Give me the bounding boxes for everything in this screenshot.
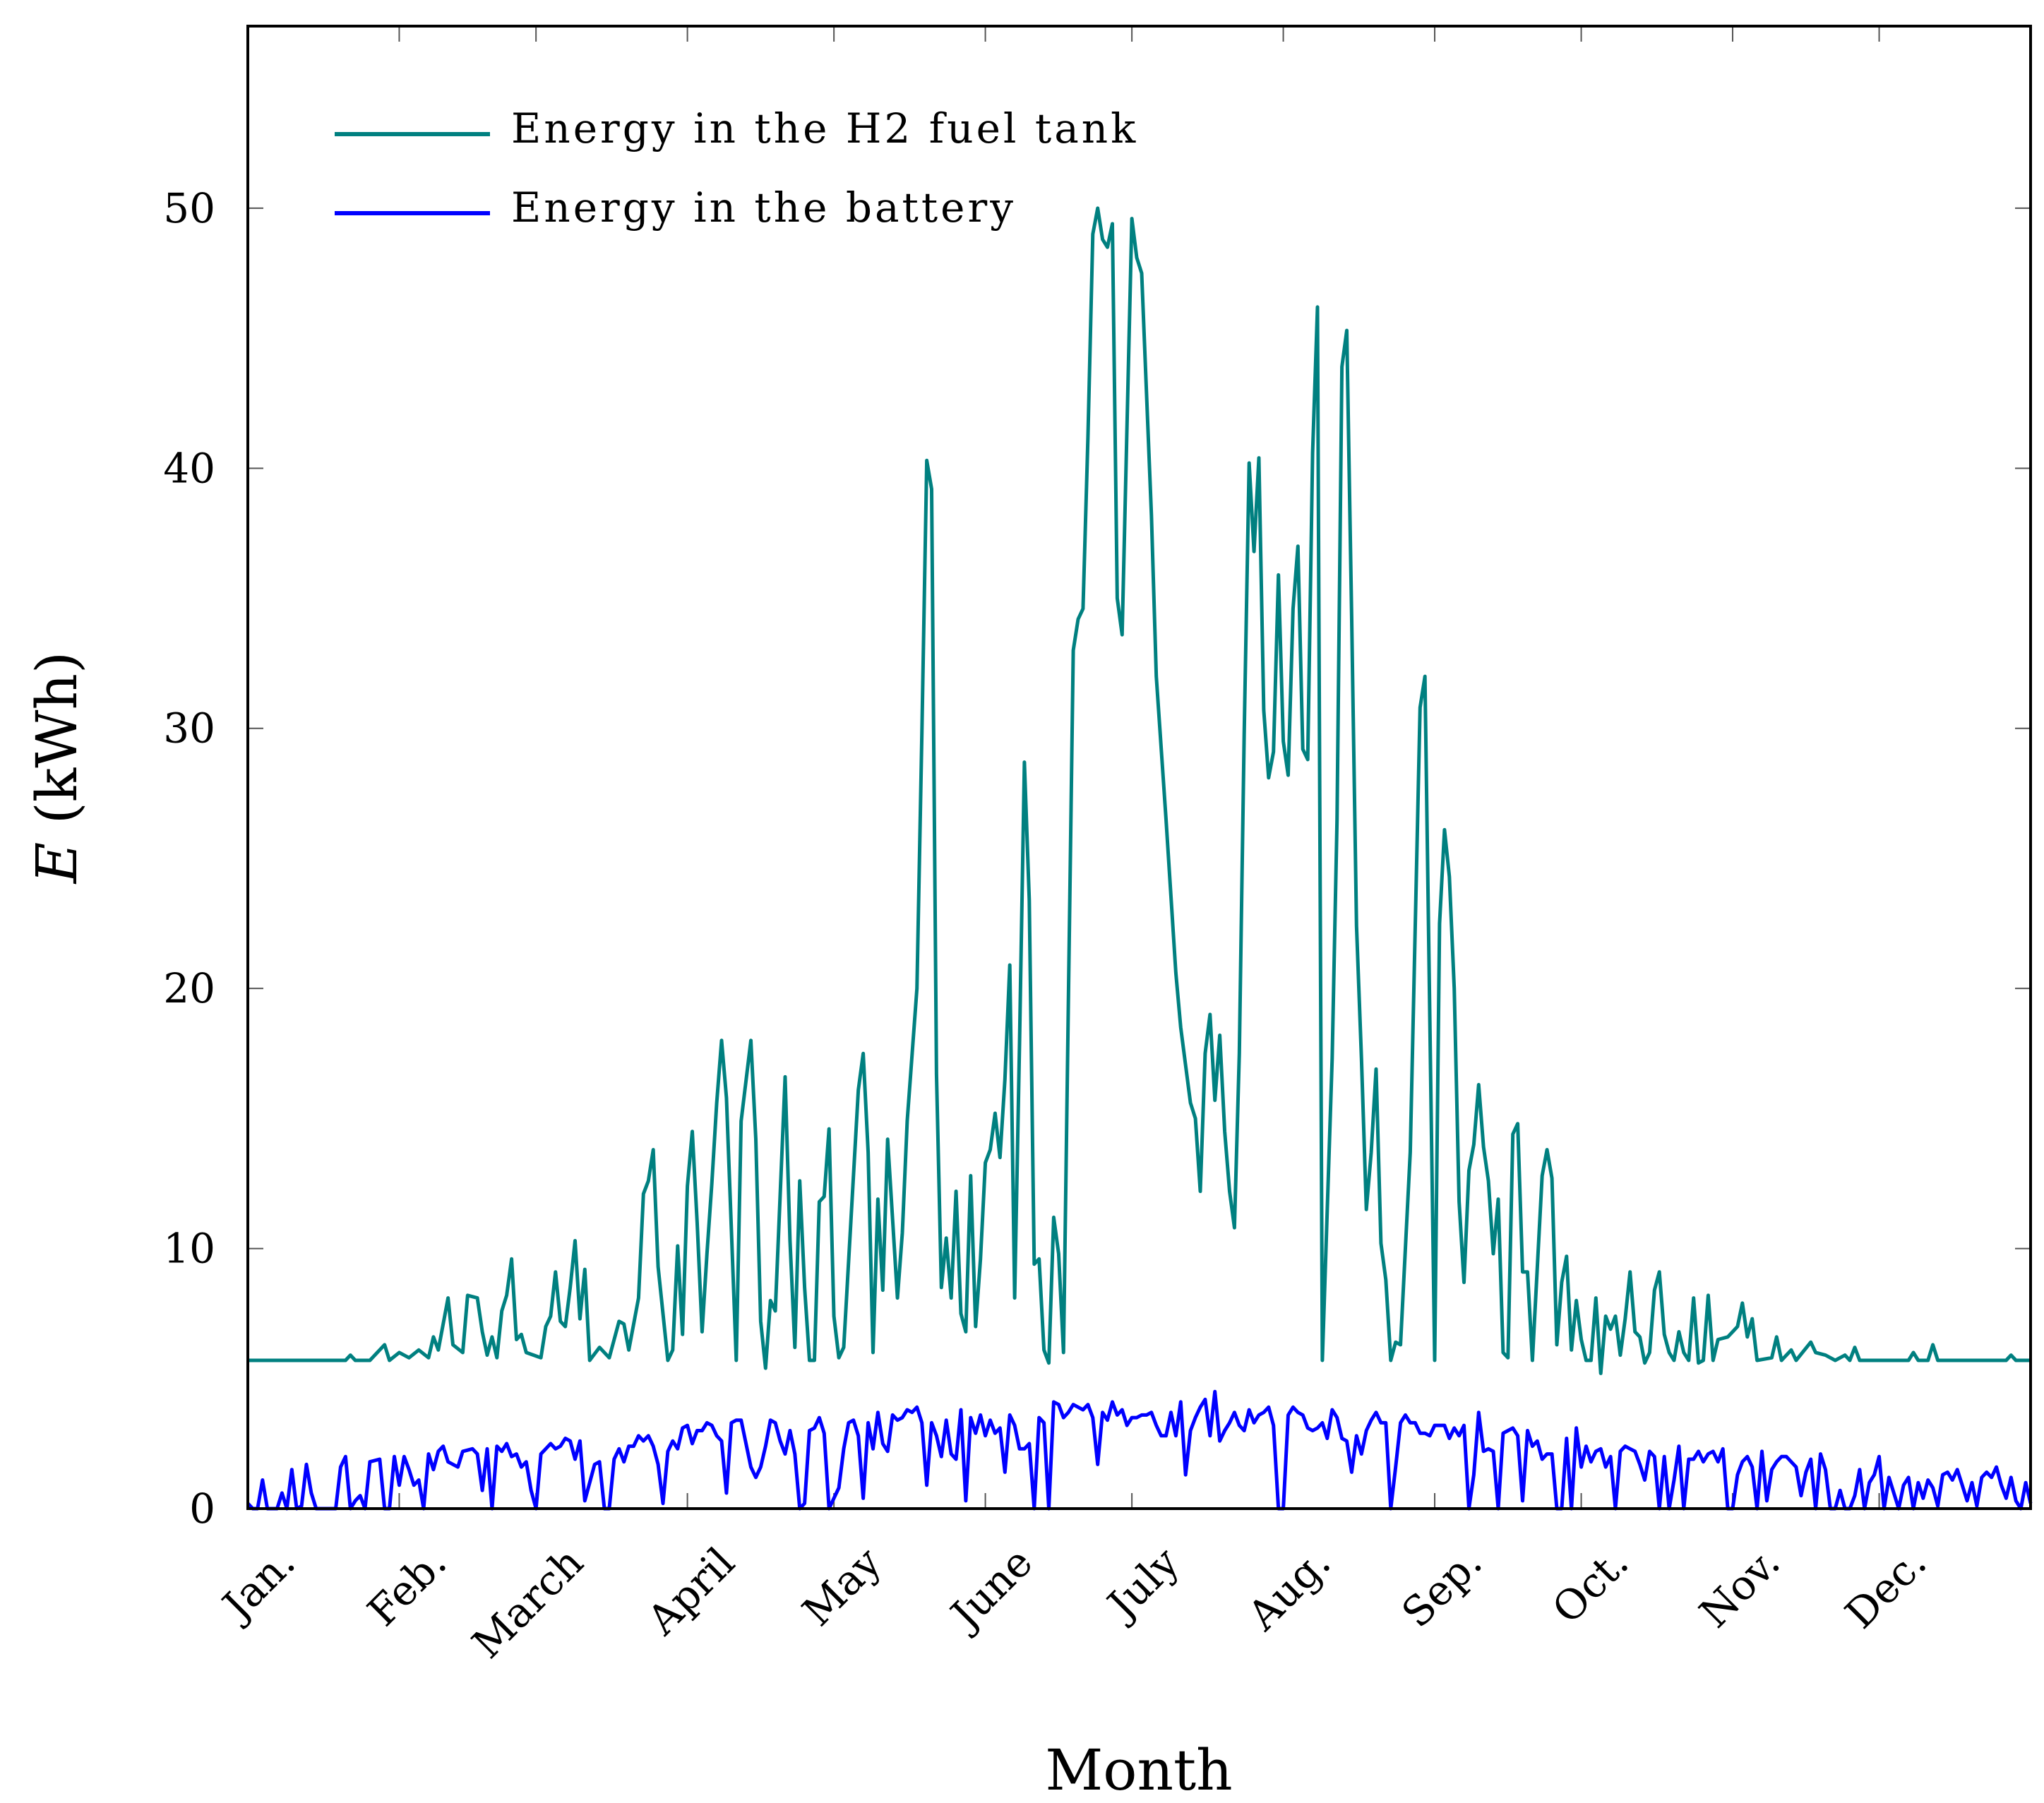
y-tick-label-40: 40 [163, 444, 215, 492]
series-line-energy-in-the-h2-fuel-tank [248, 206, 2031, 1375]
series-line-energy-in-the-battery [246, 1389, 2033, 1511]
y-tick-label-10: 10 [163, 1225, 215, 1273]
y-tick-label-30: 30 [163, 705, 215, 753]
y-axis-label: E (kWh) [24, 652, 90, 885]
legend-label-h2-tank: Energy in the H2 fuel tank [511, 104, 1138, 152]
plot-frame [246, 25, 2032, 1510]
legend-label-battery: Energy in the battery [511, 184, 1016, 232]
y-axis-variable: E [24, 842, 90, 885]
y-tick-label-0: 0 [189, 1485, 215, 1533]
legend: Energy in the H2 fuel tank Energy in the… [335, 104, 1138, 232]
y-tick-label-50: 50 [163, 184, 215, 232]
series-group [246, 206, 2033, 1511]
y-tick-label-20: 20 [163, 964, 215, 1012]
x-axis-label: Month [1045, 1737, 1232, 1803]
y-axis-tick-labels: 0 10 20 30 40 50 [163, 184, 215, 1533]
y-axis-unit: (kWh) [24, 652, 90, 842]
